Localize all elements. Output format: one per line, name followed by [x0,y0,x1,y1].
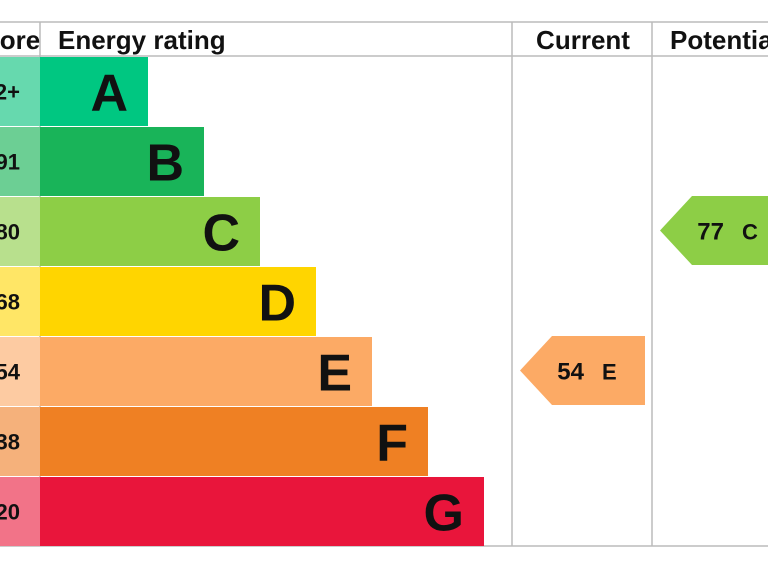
score-range-e: 39-54 [0,360,21,385]
band-bar-a [40,57,148,126]
band-letter-f: F [376,415,408,473]
rating-bands: 92+ A 81-91 B 69-80 C 55-68 D 39-54 E 21-38 F 1-20 G [0,57,484,546]
score-cell-b [0,127,40,196]
band-letter-d: D [258,275,296,333]
rating-arrows: 54 E 77 C [520,196,768,405]
current-rating-arrow [520,336,645,405]
score-range-d: 55-68 [0,290,20,315]
band-letter-a: A [90,65,128,123]
score-cell-e [0,337,40,406]
score-range-c: 69-80 [0,220,20,245]
band-bar-e [40,337,372,406]
band-letter-c: C [202,205,240,263]
potential-rating-score: 77 [697,219,724,246]
band-letter-e: E [317,345,352,403]
potential-rating-band: C [742,220,758,245]
score-cell-c [0,197,40,266]
energy-rating-header: Energy rating [58,25,226,55]
band-bar-b [40,127,204,196]
band-bar-d [40,267,316,336]
band-bar-c [40,197,260,266]
score-cell-f [0,407,40,476]
score-cell-g [0,477,40,546]
band-letter-b: B [146,135,184,193]
score-range-g: 1-20 [0,500,20,525]
band-bar-g [40,477,484,546]
current-rating-band: E [602,360,617,385]
score-range-f: 21-38 [0,430,20,455]
potential-rating-arrow [660,196,768,265]
current-rating-score: 54 [557,359,584,386]
band-letter-g: G [424,485,464,543]
header-row: Score Energy rating Current Potential [0,21,768,57]
score-cell-d [0,267,40,336]
score-range-b: 81-91 [0,150,20,175]
current-column-header: Current [536,25,630,55]
score-range-a: 92+ [0,80,20,105]
band-bar-f [40,407,428,476]
potential-column-header: Potential [670,25,768,55]
score-cell-a [0,57,40,126]
score-column-header: Score [0,25,40,55]
